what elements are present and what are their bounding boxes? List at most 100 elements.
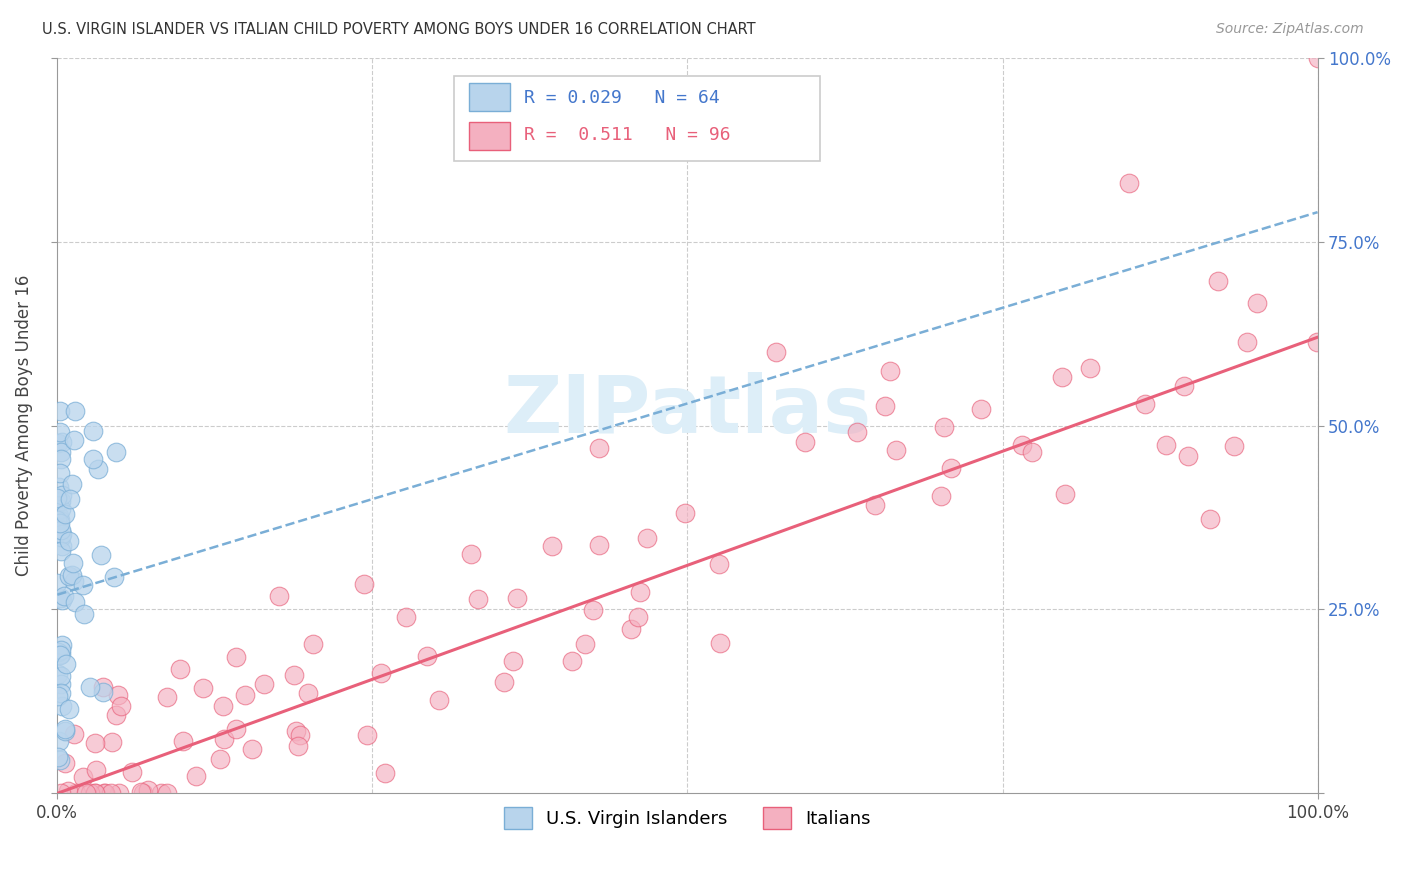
Point xyxy=(60,568,83,582)
Point xyxy=(929,489,952,503)
Point xyxy=(48,509,70,524)
Point xyxy=(879,363,901,377)
Point xyxy=(1246,296,1268,310)
Point xyxy=(845,425,868,439)
Point xyxy=(267,589,290,603)
Text: R = 0.029   N = 64: R = 0.029 N = 64 xyxy=(523,89,720,107)
Point xyxy=(90,548,112,562)
Point xyxy=(939,461,962,475)
Point xyxy=(46,750,69,764)
Point xyxy=(1118,176,1140,190)
Point xyxy=(46,512,69,526)
Text: R =  0.511   N = 96: R = 0.511 N = 96 xyxy=(523,126,730,145)
Point xyxy=(49,494,72,508)
Point xyxy=(83,786,105,800)
Point xyxy=(628,585,651,599)
Point xyxy=(1078,361,1101,376)
Point xyxy=(46,575,69,590)
Text: ZIPatlas: ZIPatlas xyxy=(503,372,872,450)
Point xyxy=(48,425,70,439)
Point xyxy=(1199,511,1222,525)
Point xyxy=(82,451,104,466)
Point xyxy=(353,576,375,591)
Point xyxy=(574,637,596,651)
Point xyxy=(1021,445,1043,459)
Point xyxy=(884,443,907,458)
Point xyxy=(62,574,84,588)
Legend: U.S. Virgin Islanders, Italians: U.S. Virgin Islanders, Italians xyxy=(498,799,877,836)
Point xyxy=(467,592,489,607)
Point xyxy=(100,786,122,800)
Point xyxy=(212,732,235,747)
Point xyxy=(155,786,177,800)
Point xyxy=(1011,438,1033,452)
Point xyxy=(191,681,214,695)
Point xyxy=(149,786,172,800)
Point xyxy=(588,538,610,552)
Point xyxy=(172,734,194,748)
Point xyxy=(1306,51,1329,65)
Point xyxy=(233,689,256,703)
Point xyxy=(105,444,128,458)
Point xyxy=(297,686,319,700)
Point xyxy=(49,677,72,691)
Point xyxy=(709,636,731,650)
Point xyxy=(1052,369,1074,384)
Point xyxy=(51,592,73,607)
Point xyxy=(288,728,311,742)
Point xyxy=(62,433,84,447)
Point xyxy=(588,441,610,455)
Point xyxy=(49,445,72,459)
Point xyxy=(155,690,177,704)
Bar xyxy=(470,84,510,112)
Point xyxy=(53,756,76,770)
Point xyxy=(84,763,107,777)
Point xyxy=(104,707,127,722)
Point xyxy=(73,607,96,621)
Point xyxy=(83,736,105,750)
Point xyxy=(62,556,84,570)
Point xyxy=(636,531,658,545)
Point xyxy=(1306,334,1329,349)
Point xyxy=(863,498,886,512)
Point xyxy=(374,765,396,780)
Point xyxy=(58,702,80,716)
Point xyxy=(51,527,73,541)
Point xyxy=(56,784,79,798)
Point xyxy=(51,523,73,537)
Point xyxy=(49,648,72,662)
Point xyxy=(51,544,73,558)
Point xyxy=(502,653,524,667)
Point xyxy=(131,786,153,800)
Point xyxy=(72,578,94,592)
Point xyxy=(103,569,125,583)
Point xyxy=(253,677,276,691)
Point xyxy=(51,638,73,652)
Point xyxy=(1135,397,1157,411)
Point xyxy=(561,654,583,668)
Point xyxy=(51,539,73,553)
Text: U.S. VIRGIN ISLANDER VS ITALIAN CHILD POVERTY AMONG BOYS UNDER 16 CORRELATION CH: U.S. VIRGIN ISLANDER VS ITALIAN CHILD PO… xyxy=(42,22,756,37)
Point xyxy=(416,649,439,664)
Point xyxy=(93,786,115,800)
Point xyxy=(49,502,72,516)
Point xyxy=(540,539,562,553)
Point xyxy=(1206,275,1229,289)
Point xyxy=(51,435,73,450)
Point xyxy=(65,786,87,800)
Point xyxy=(55,507,77,521)
Point xyxy=(169,662,191,676)
Point xyxy=(58,569,80,583)
Point xyxy=(52,589,75,603)
Point xyxy=(59,491,82,506)
Point xyxy=(49,452,72,467)
Point xyxy=(110,698,132,713)
Point xyxy=(63,595,86,609)
Bar xyxy=(470,121,510,150)
Point xyxy=(492,674,515,689)
Point xyxy=(87,461,110,475)
Point xyxy=(107,786,129,800)
Point xyxy=(51,698,73,713)
Point xyxy=(49,647,72,661)
Point xyxy=(79,681,101,695)
